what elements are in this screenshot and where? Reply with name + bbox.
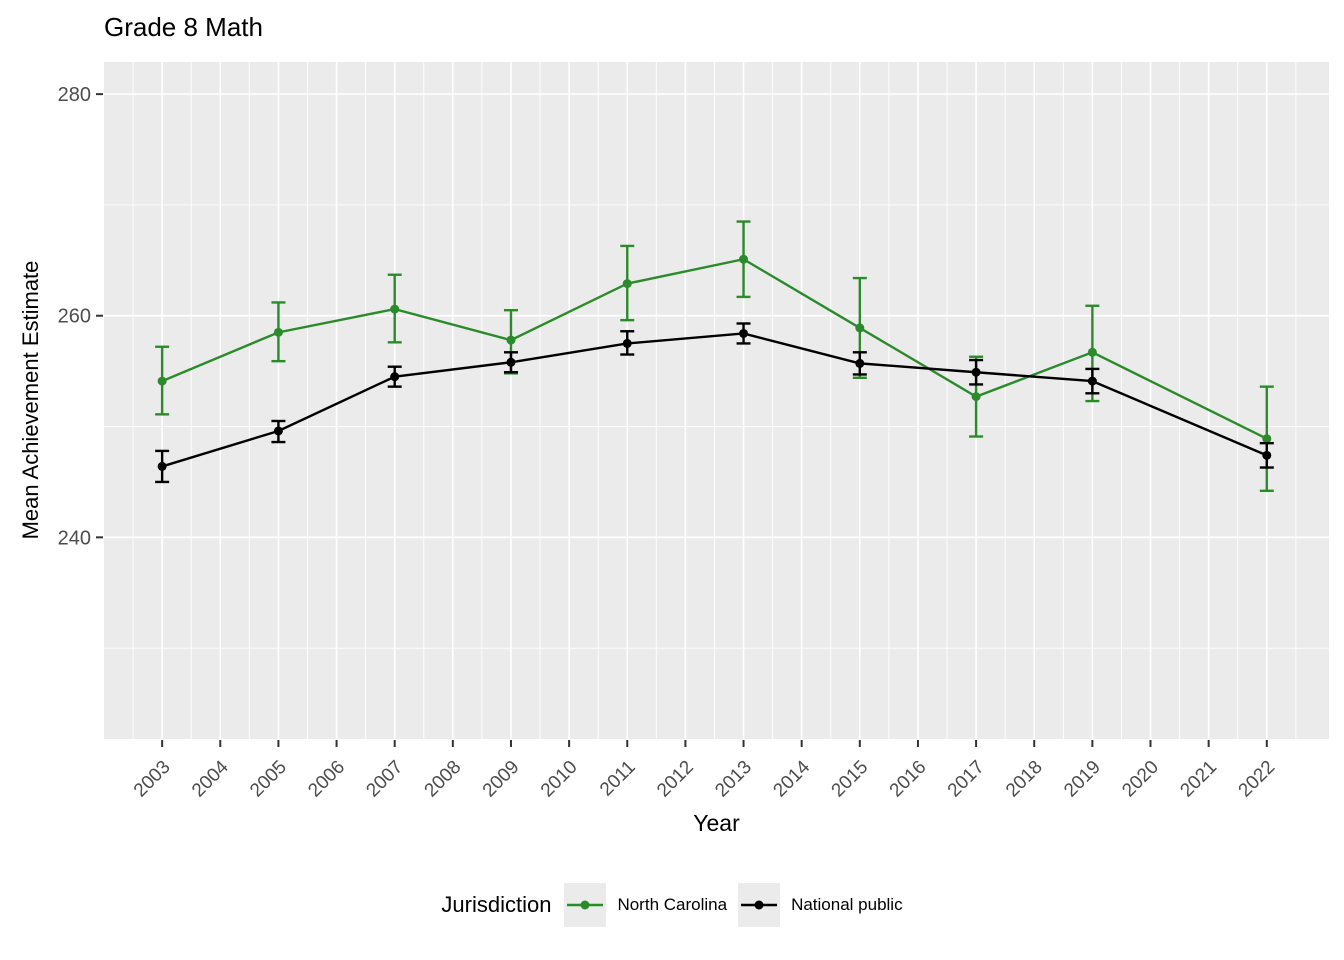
chart-title: Grade 8 Math [104,12,263,42]
svg-text:2009: 2009 [479,757,524,802]
legend-item-label: National public [791,895,903,914]
svg-text:2012: 2012 [653,757,698,802]
major-gridlines [104,62,1329,739]
svg-text:2006: 2006 [304,757,349,802]
chart-svg: 240 260 280 2003 2004 2005 2006 2007 2008 2009 201… [58,62,1329,801]
legend-key-north-carolina [564,883,607,927]
line-north-carolina [161,257,1268,440]
line-national-public [161,332,1268,468]
svg-text:2018: 2018 [1002,757,1047,802]
x-tick-labels: 2003 2004 2005 2006 2007 2008 2009 2010 2011 2012… [130,756,1279,801]
svg-text:2015: 2015 [828,757,873,802]
svg-text:2008: 2008 [421,757,466,802]
plot-panel [104,62,1329,739]
svg-text:2013: 2013 [711,757,756,802]
svg-text:2019: 2019 [1060,757,1105,802]
svg-text:240: 240 [58,527,91,549]
legend-title: Jurisdiction [441,892,552,917]
points-north-carolina [157,254,1272,444]
line-point-icon [741,900,778,910]
svg-text:2021: 2021 [1176,757,1221,802]
svg-text:2004: 2004 [188,756,233,801]
svg-text:2016: 2016 [886,757,931,802]
svg-text:280: 280 [58,84,91,106]
minor-gridlines [104,62,1329,739]
legend-key-national-public [738,883,781,927]
axis-ticks [96,93,1268,747]
svg-text:260: 260 [58,306,91,328]
svg-text:2022: 2022 [1235,757,1280,802]
svg-text:2003: 2003 [130,757,175,802]
svg-text:2017: 2017 [944,757,989,802]
svg-text:2020: 2020 [1118,757,1163,802]
series-national-public [155,322,1274,484]
svg-text:2014: 2014 [769,756,814,801]
legend-item-label: North Carolina [617,895,728,914]
svg-text:2011: 2011 [596,757,640,801]
line-point-icon [567,900,604,910]
x-axis-title: Year [693,810,740,836]
points-national-public [157,328,1272,471]
plot-area: 240 260 280 2003 2004 2005 2006 2007 2008 2009 201… [58,62,1329,801]
legend: Jurisdiction North Carolina National pub… [0,882,1344,928]
legend-item-national-public: National public [738,883,903,927]
svg-text:2007: 2007 [362,757,407,802]
svg-text:2010: 2010 [537,757,582,802]
svg-text:2005: 2005 [246,757,291,802]
y-tick-labels: 240 260 280 [58,84,91,549]
legend-item-north-carolina: North Carolina [564,883,727,927]
